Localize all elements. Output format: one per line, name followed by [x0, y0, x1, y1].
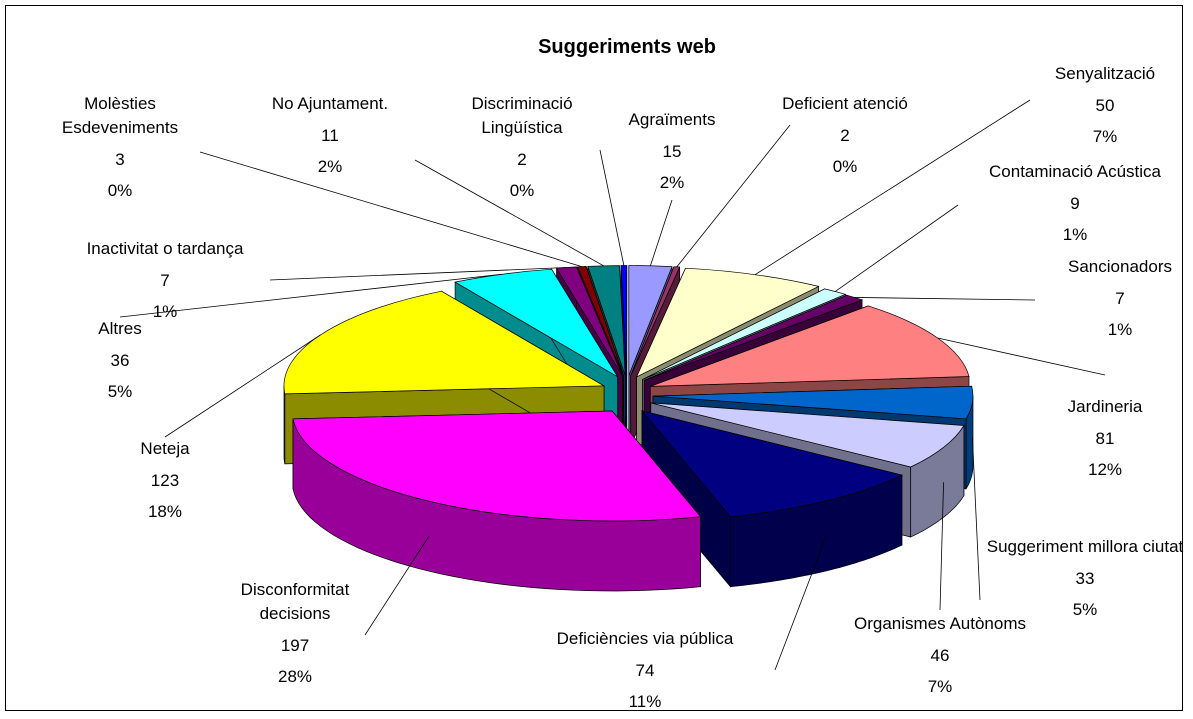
- percentage-label: 11%: [628, 692, 662, 711]
- category-label: Neteja: [140, 439, 190, 458]
- leader-line: [650, 199, 673, 266]
- percentage-label: 1%: [1107, 320, 1133, 339]
- data-label: No Ajuntament. 11 2%: [272, 92, 388, 182]
- slice-top: [635, 267, 820, 378]
- percentage-label: 5%: [107, 382, 133, 401]
- value-label: 9: [1070, 194, 1080, 213]
- category-label: Discriminació Lingüística: [471, 94, 573, 137]
- slice-top: [292, 410, 702, 522]
- value-label: 7: [160, 271, 170, 290]
- data-label: Contaminació Acústica 9 1%: [989, 160, 1161, 250]
- data-label: Sancionadors 7 1%: [1068, 255, 1172, 345]
- value-label: 33: [1075, 569, 1095, 588]
- data-label: Deficient atenció 2 0%: [782, 92, 908, 182]
- data-label: Molèsties Esdeveniments 3 0%: [45, 92, 195, 206]
- data-label: Agraïments 15 2%: [629, 108, 716, 198]
- leader-line: [199, 151, 582, 267]
- percentage-label: 7%: [927, 677, 953, 696]
- value-label: 81: [1095, 429, 1115, 448]
- pie-slice: [641, 409, 903, 588]
- category-label: Organismes Autònoms: [854, 614, 1026, 633]
- value-label: 74: [635, 661, 655, 680]
- data-label: Suggeriment millora ciutat 33 5%: [985, 535, 1185, 625]
- leader-line: [599, 149, 625, 266]
- slice-top: [650, 402, 965, 468]
- value-label: 11: [321, 126, 339, 145]
- category-label: Agraïments: [628, 110, 716, 129]
- percentage-label: 5%: [1072, 600, 1098, 619]
- value-label: 197: [280, 636, 310, 655]
- percentage-label: 0%: [509, 181, 535, 200]
- chart-title: Suggeriments web: [538, 36, 716, 58]
- chart-frame: [5, 5, 1183, 711]
- leader-line: [676, 124, 791, 268]
- leader-line: [269, 267, 567, 281]
- data-label: Discriminació Lingüística 2 0%: [452, 92, 592, 206]
- percentage-label: 1%: [1062, 225, 1088, 244]
- value-label: 123: [150, 471, 180, 490]
- slice-top: [641, 410, 903, 518]
- leader-line: [972, 437, 981, 601]
- leader-line: [164, 334, 321, 438]
- slice-wall: [283, 385, 286, 464]
- slice-top: [454, 268, 618, 378]
- category-label: No Ajuntament.: [271, 94, 389, 113]
- category-label: Deficiències via pública: [556, 629, 734, 648]
- percentage-label: 1%: [152, 302, 178, 321]
- leader-line: [364, 535, 430, 636]
- category-label: Disconformitat decisions: [240, 580, 350, 623]
- category-label: Suggeriment millora ciutat: [986, 537, 1184, 556]
- category-label: Senyalització: [1054, 64, 1156, 83]
- data-label: Jardineria 81 12%: [1068, 395, 1143, 485]
- percentage-label: 28%: [277, 667, 313, 686]
- category-label: Contaminació Acústica: [989, 162, 1161, 181]
- leader-line: [834, 204, 959, 292]
- leader-line: [939, 482, 944, 611]
- percentage-label: 7%: [1092, 127, 1118, 146]
- data-label: Deficiències via pública 74 11%: [557, 627, 734, 717]
- leader-line: [854, 297, 1036, 301]
- percentage-label: 2%: [659, 173, 685, 192]
- slice-top: [650, 305, 970, 387]
- data-label: Inactivitat o tardança 7 1%: [87, 237, 244, 327]
- value-label: 15: [662, 142, 682, 161]
- data-label: Organismes Autònoms 46 7%: [854, 612, 1026, 702]
- pie-slice: [292, 410, 702, 592]
- percentage-label: 12%: [1087, 460, 1123, 479]
- leader-line: [937, 337, 1106, 376]
- category-label: Molèsties Esdeveniments: [61, 94, 179, 137]
- leader-line: [119, 273, 502, 318]
- data-label: Disconformitat decisions 197 28%: [220, 578, 370, 692]
- value-label: 2: [840, 126, 850, 145]
- leader-line: [774, 535, 827, 671]
- value-label: 2: [517, 150, 527, 169]
- data-label: Neteja 123 18%: [140, 437, 189, 527]
- value-label: 7: [1115, 289, 1125, 308]
- slice-top: [587, 265, 626, 376]
- percentage-label: 0%: [832, 157, 858, 176]
- percentage-label: 0%: [107, 181, 133, 200]
- category-label: Jardineria: [1067, 397, 1143, 416]
- value-label: 50: [1095, 96, 1115, 115]
- leader-line: [414, 159, 604, 267]
- value-label: 3: [115, 150, 125, 169]
- category-label: Inactivitat o tardança: [86, 239, 244, 258]
- data-label: Altres 36 5%: [98, 317, 141, 407]
- slice-top: [652, 385, 974, 420]
- category-label: Altres: [98, 319, 142, 338]
- data-label: Senyalització 50 7%: [1055, 62, 1155, 152]
- percentage-label: 18%: [147, 502, 183, 521]
- category-label: Deficient atenció: [782, 94, 908, 113]
- category-label: Sancionadors: [1068, 257, 1172, 276]
- percentage-label: 2%: [317, 157, 343, 176]
- leader-line: [754, 99, 1031, 276]
- value-label: 46: [930, 646, 950, 665]
- value-label: 36: [110, 351, 130, 370]
